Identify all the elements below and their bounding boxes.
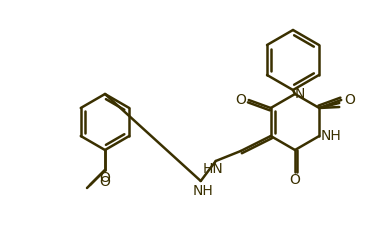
Text: N: N — [295, 87, 305, 101]
Text: NH: NH — [321, 129, 341, 143]
Text: NH: NH — [192, 184, 213, 198]
Text: O: O — [100, 175, 111, 189]
Text: HN: HN — [202, 162, 223, 176]
Text: O: O — [100, 171, 111, 185]
Text: O: O — [235, 93, 246, 107]
Text: O: O — [290, 173, 300, 187]
Text: O: O — [344, 93, 355, 107]
